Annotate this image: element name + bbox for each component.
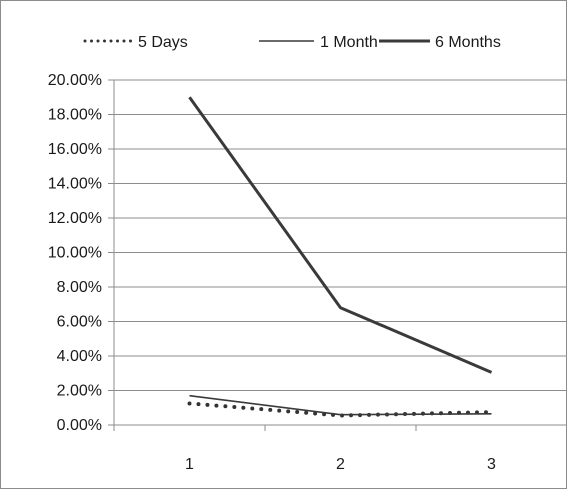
y-tick-label: 18.00% — [48, 107, 102, 124]
legend-label: 6 Months — [435, 34, 501, 51]
gridlines — [108, 79, 567, 426]
series-line-5-days — [187, 401, 494, 418]
y-tick-label: 16.00% — [48, 141, 102, 158]
y-tick-label: 0.00% — [57, 417, 102, 434]
x-tick-label: 2 — [336, 456, 345, 473]
legend-label: 1 Month — [320, 34, 378, 51]
series-line-6-months — [188, 96, 493, 374]
series-line-1-month — [189, 394, 492, 416]
y-tick-label: 8.00% — [57, 279, 102, 296]
y-tick-label: 12.00% — [48, 210, 102, 227]
y-tick-label: 10.00% — [48, 245, 102, 262]
legend-label: 5 Days — [138, 34, 188, 51]
x-tick-label: 1 — [185, 456, 194, 473]
y-tick-label: 14.00% — [48, 176, 102, 193]
y-axis-tick-labels: 0.00% 2.00% 4.00% 6.00% 8.00% 10.00% 12.00% 14.… — [48, 72, 102, 434]
y-tick-label: 6.00% — [57, 314, 102, 331]
y-tick-label: 20.00% — [48, 72, 102, 89]
series-lines — [187, 96, 494, 418]
x-tick-label: 3 — [487, 456, 496, 473]
axes — [113, 80, 567, 431]
y-tick-label: 4.00% — [57, 348, 102, 365]
legend: 5 Days 1 Month 6 Months — [83, 34, 501, 51]
x-axis-tick-labels: 1 2 3 — [185, 456, 496, 473]
y-tick-label: 2.00% — [57, 383, 102, 400]
